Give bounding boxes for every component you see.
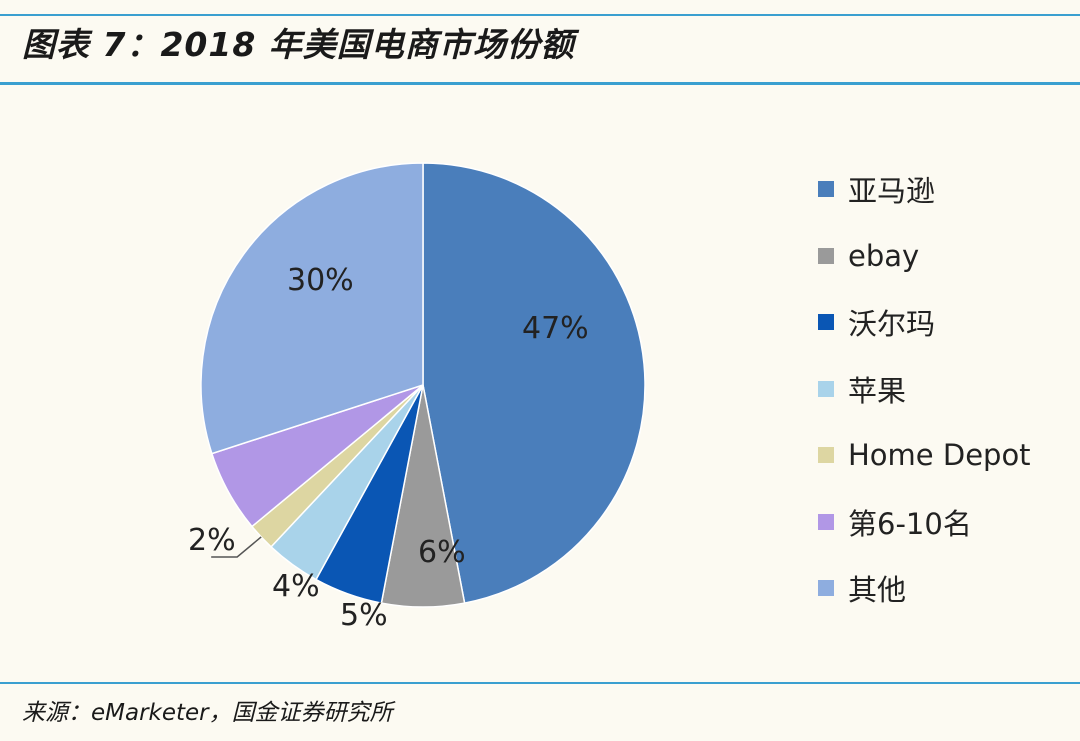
- data-label-item-3: 4%: [272, 569, 320, 604]
- data-label-ebay: 6%: [418, 535, 466, 570]
- legend-swatch: [818, 580, 834, 597]
- data-label-item-0: 47%: [522, 311, 589, 346]
- legend-label: 第6-10名: [848, 506, 972, 541]
- legend-item: 苹果: [818, 356, 1078, 423]
- legend-label: 苹果: [848, 373, 907, 408]
- legend-swatch: [818, 380, 834, 397]
- chart-title: 图表 7：2018 年美国电商市场份额: [22, 25, 575, 64]
- title-rule: [0, 82, 1080, 85]
- legend-swatch: [818, 181, 834, 198]
- legend-item: 第6-10名: [818, 489, 1078, 556]
- legend-label: 其他: [848, 573, 907, 608]
- data-label-item-2: 5%: [340, 598, 388, 633]
- source-note: 来源：eMarketer，国金证券研究所: [22, 700, 393, 726]
- leader-line: [211, 536, 262, 558]
- legend-swatch: [818, 447, 834, 464]
- pie-chart: 47% 6% 5% 4% 2% 30%: [188, 162, 646, 633]
- legend-label: 沃尔玛: [848, 307, 936, 342]
- chart-area: 47% 6% 5% 4% 2% 30% 亚马逊 ebay 沃尔玛苹果 Home Depot 第6-…: [0, 90, 1080, 670]
- data-label-home-depot: 2%: [188, 523, 236, 558]
- data-label-item-6: 30%: [287, 263, 354, 298]
- legend-label: ebay: [848, 238, 920, 273]
- pie-slice-item-0: [422, 162, 646, 604]
- legend-label: 亚马逊: [848, 174, 936, 209]
- legend-swatch: [818, 314, 834, 331]
- legend-swatch: [818, 513, 834, 530]
- top-rule: [0, 14, 1080, 16]
- legend-label: Home Depot: [848, 438, 1031, 473]
- pie-slice-item-6: [200, 162, 424, 455]
- legend-item: 其他: [818, 555, 1078, 622]
- legend-swatch: [818, 247, 834, 264]
- legend-item: ebay: [818, 223, 1078, 290]
- legend-item: Home Depot: [818, 422, 1078, 489]
- legend: 亚马逊 ebay 沃尔玛苹果 Home Depot 第6-10名 其他: [818, 156, 1078, 622]
- bottom-rule: [0, 682, 1080, 684]
- legend-item: 沃尔玛: [818, 289, 1078, 356]
- legend-item: 亚马逊: [818, 156, 1078, 223]
